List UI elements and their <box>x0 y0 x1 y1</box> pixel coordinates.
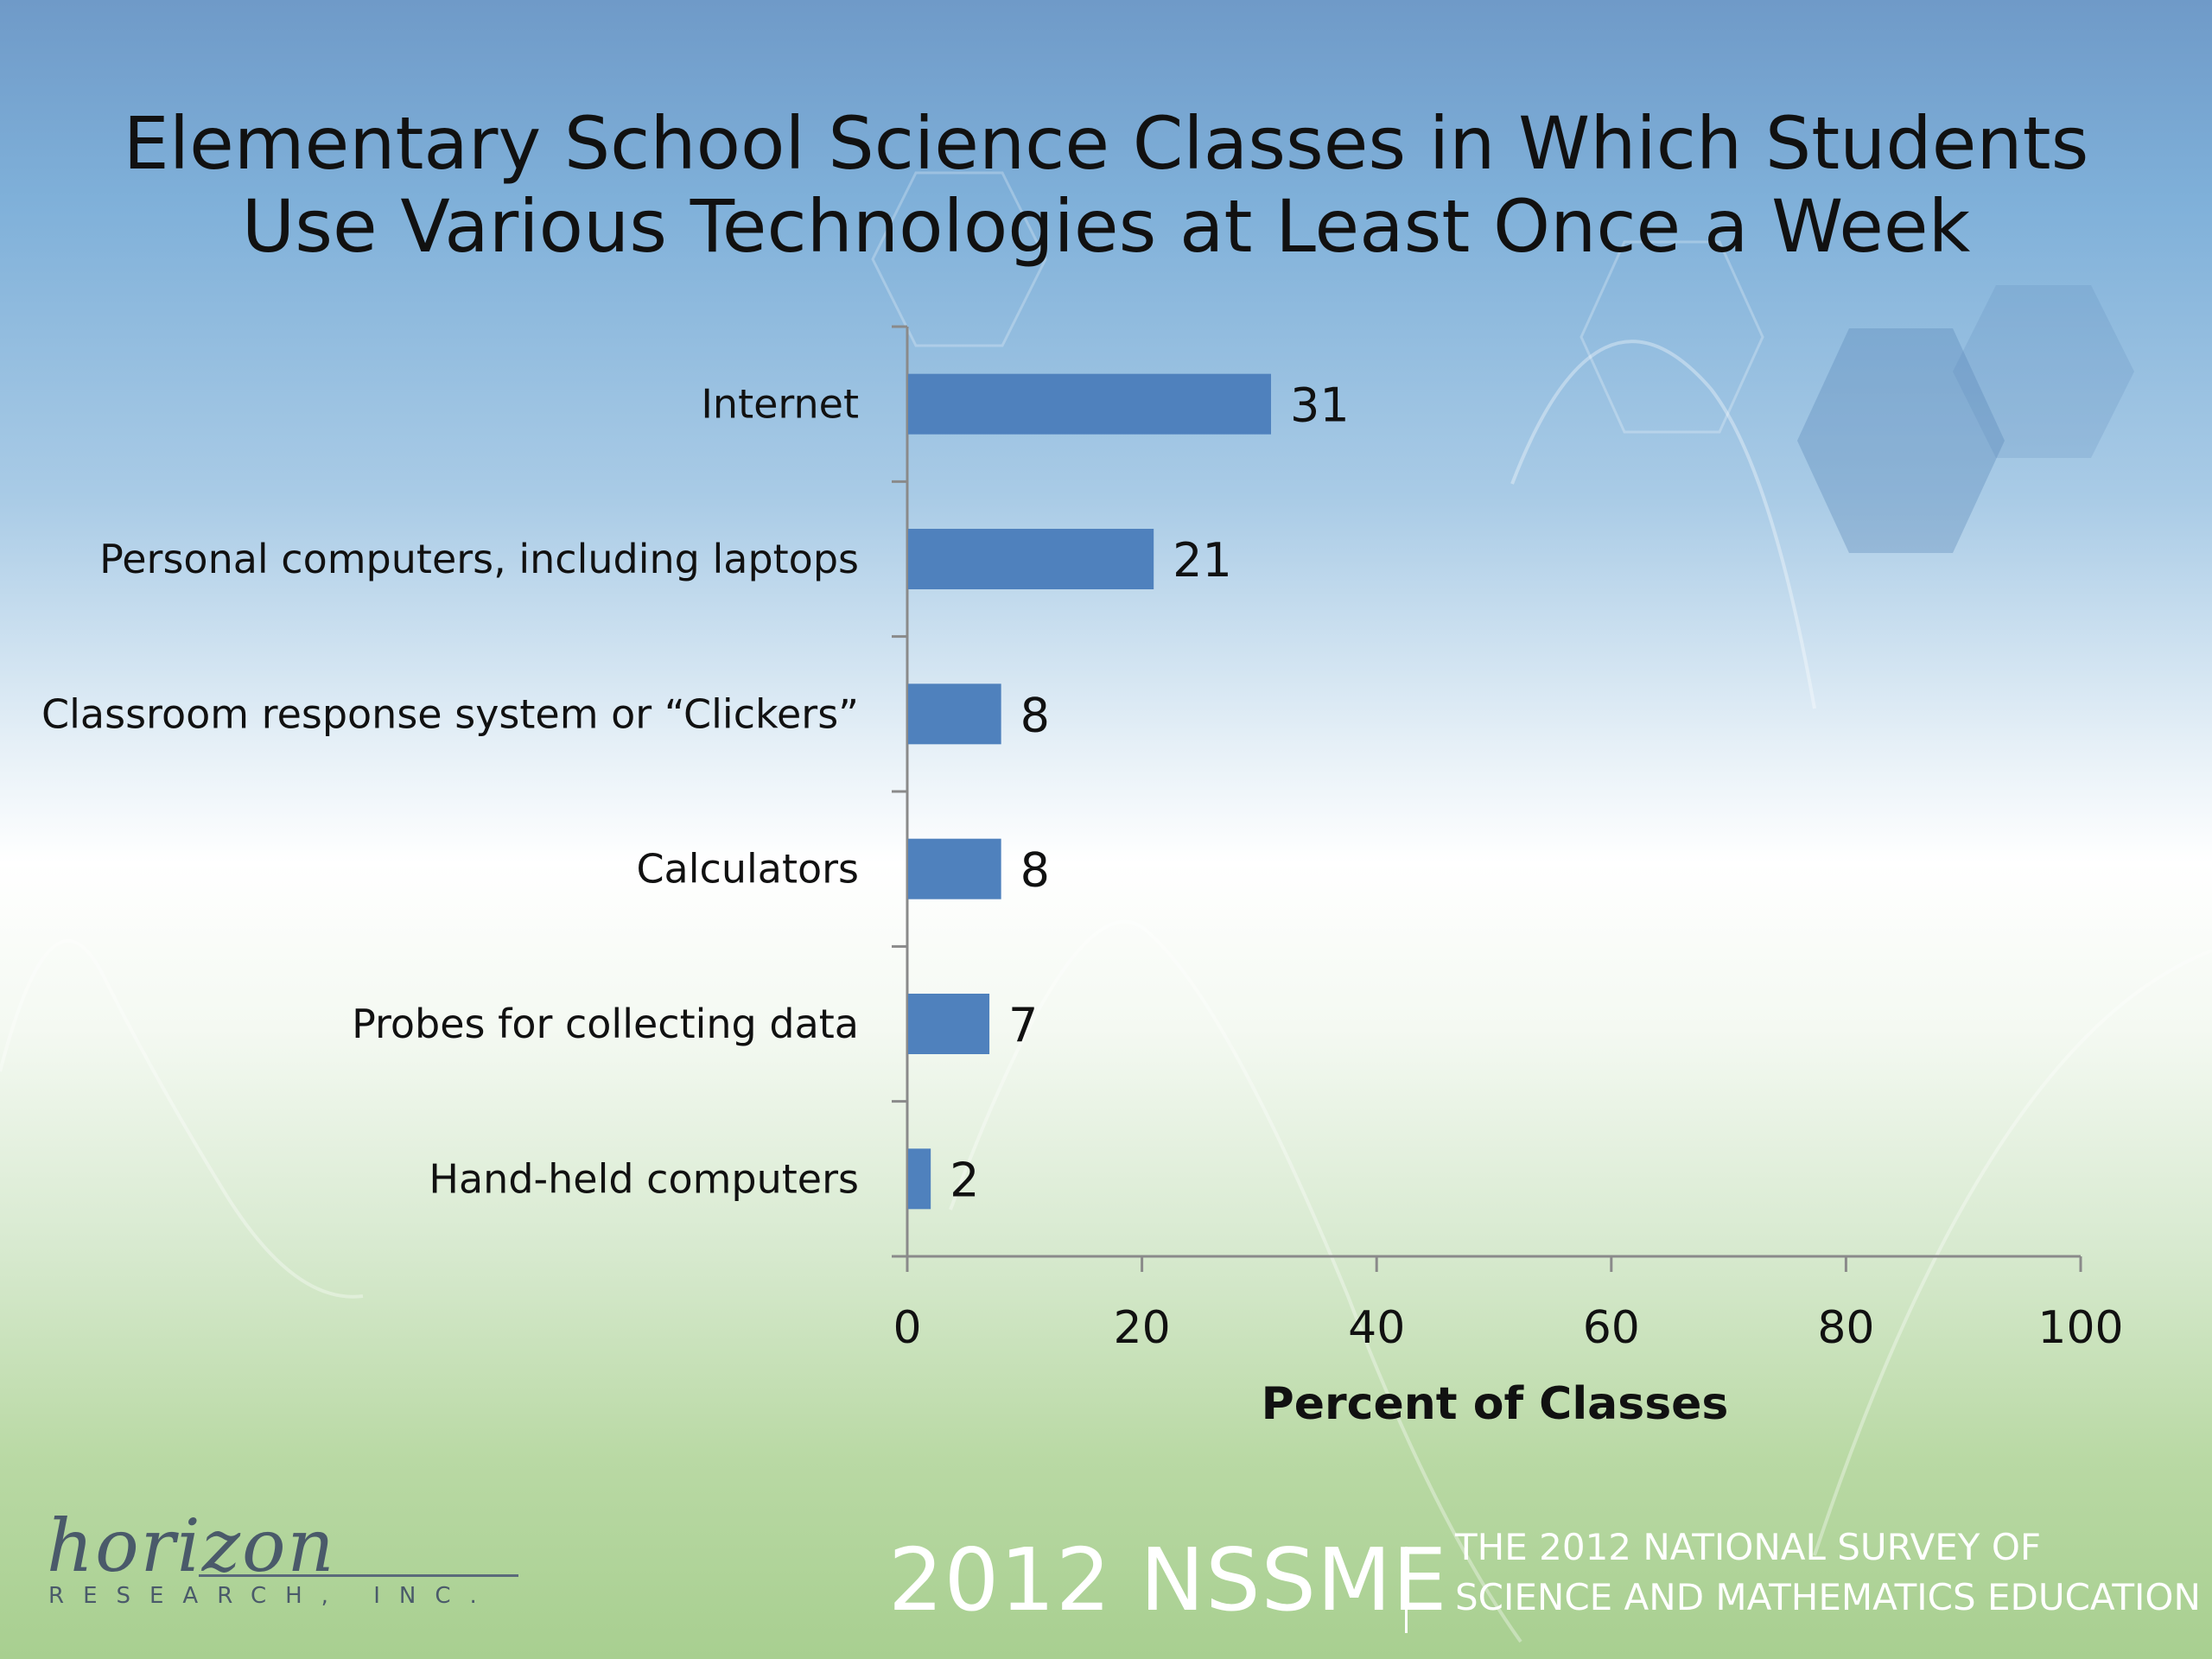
footer-survey-line-2: SCIENCE AND MATHEMATICS EDUCATION <box>1455 1576 2201 1618</box>
title-line-1: Elementary School Science Classes in Whi… <box>123 101 2089 186</box>
chart-axes <box>892 325 2082 1272</box>
x-tick-label: 80 <box>1817 1302 1874 1354</box>
slide-title: Elementary School Science Classes in Whi… <box>69 102 2143 268</box>
chart-bars <box>908 373 1271 1210</box>
category-label: Hand-held computers <box>429 1155 859 1202</box>
data-label: 8 <box>1020 688 1050 742</box>
x-axis-label: Percent of Classes <box>1262 1378 1729 1430</box>
logo-subtitle: RESEARCH, INC. <box>48 1583 496 1609</box>
x-tick-label: 60 <box>1583 1302 1640 1354</box>
category-label: Personal computers, including laptops <box>99 536 859 582</box>
footer-survey-name: THE 2012 NATIONAL SURVEY OF SCIENCE AND … <box>1455 1522 2201 1623</box>
footer-survey-line-1: THE 2012 NATIONAL SURVEY OF <box>1455 1526 2042 1568</box>
x-tick-label: 0 <box>893 1302 921 1354</box>
x-tick-label: 40 <box>1348 1302 1405 1354</box>
data-label: 8 <box>1020 843 1050 898</box>
logo-underline <box>199 1574 518 1577</box>
footer-separator <box>1405 1547 1408 1633</box>
category-label: Probes for collecting data <box>352 1001 859 1047</box>
title-line-2: Use Various Technologies at Least Once a… <box>241 184 1971 269</box>
data-label: 2 <box>950 1153 979 1207</box>
bar <box>908 994 990 1054</box>
bar <box>908 1148 931 1210</box>
bar <box>908 838 1001 899</box>
bar <box>908 373 1271 435</box>
category-label: Classroom response system or “Clickers” <box>41 690 859 737</box>
footer-year-label: 2012 NSSME <box>888 1529 1448 1630</box>
x-tick-label: 100 <box>2037 1302 2123 1354</box>
chart-labels: 0 20 40 60 80 100 Internet 31 Personal computers… <box>41 378 2124 1354</box>
category-label: Internet <box>701 381 859 428</box>
category-label: Calculators <box>636 846 859 893</box>
bar <box>908 529 1154 589</box>
data-label: 31 <box>1290 378 1350 433</box>
data-label: 7 <box>1008 998 1038 1052</box>
horizon-research-logo: horizon RESEARCH, INC. <box>43 1503 527 1633</box>
bar <box>908 683 1001 745</box>
x-tick-label: 20 <box>1114 1302 1171 1354</box>
data-label: 21 <box>1173 533 1232 588</box>
logo-script-text: horizon <box>47 1503 336 1588</box>
